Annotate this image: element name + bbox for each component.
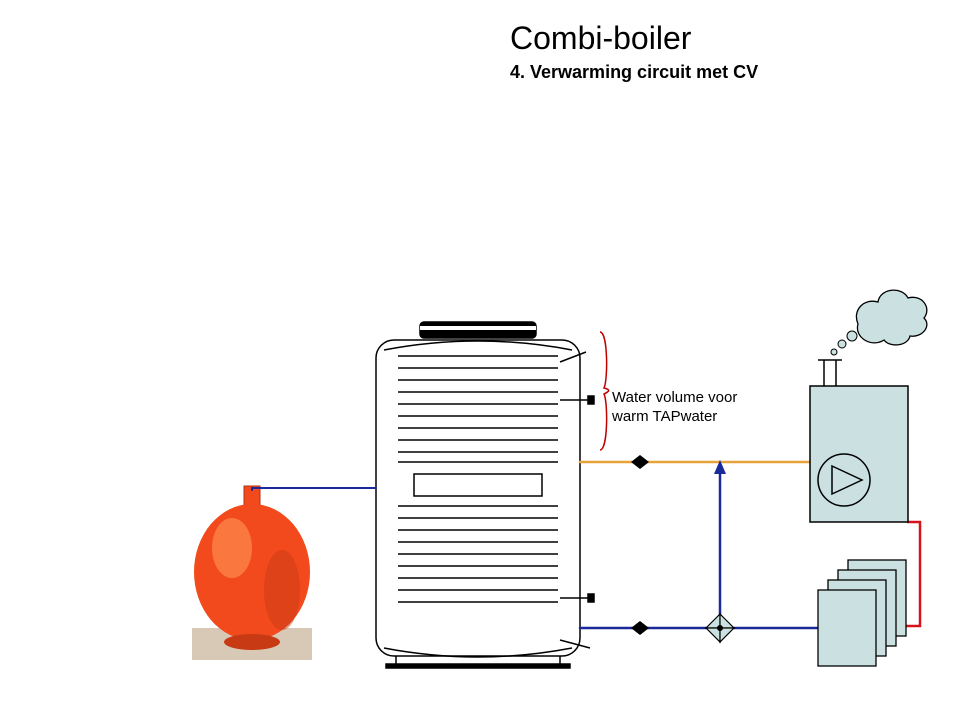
combi-cv-unit xyxy=(810,386,908,522)
radiator xyxy=(818,560,906,666)
three-way-valve xyxy=(706,614,734,642)
diagram-canvas xyxy=(0,0,960,720)
chimney xyxy=(818,360,842,386)
pipe-cv-to-radiator xyxy=(906,522,920,626)
tapwater-bracket xyxy=(600,332,609,450)
exhaust-cloud xyxy=(856,290,926,345)
storage-tank xyxy=(376,322,594,668)
valve-bottom xyxy=(631,621,649,635)
smoke-dots xyxy=(831,331,857,355)
pipe-vessel-to-tank xyxy=(252,488,376,490)
expansion-vessel xyxy=(194,486,310,650)
valve-top xyxy=(631,455,649,469)
